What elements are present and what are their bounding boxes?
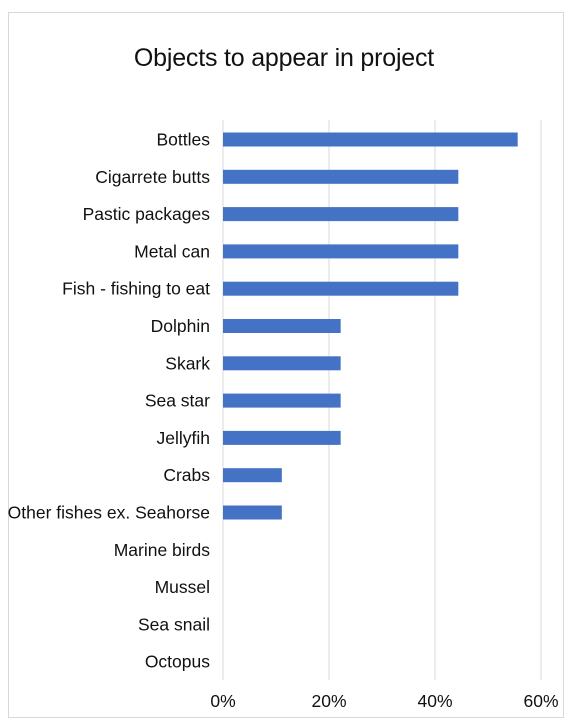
category-labels: Bottles Cigarrete butts Pastic packages Met… <box>8 130 211 672</box>
bar <box>223 430 341 445</box>
x-tick-labels: 0% 20% 40% 60% <box>210 691 558 711</box>
category-label: Cigarrete butts <box>95 167 210 187</box>
category-label: Bottles <box>157 130 211 150</box>
category-label: Sea snail <box>138 614 210 634</box>
bar <box>223 356 341 371</box>
category-label: Octopus <box>145 652 210 672</box>
bar <box>223 244 459 259</box>
x-tick-label: 40% <box>417 691 452 711</box>
category-label: Fish - fishing to eat <box>62 279 210 299</box>
bar <box>223 319 341 333</box>
category-label: Marine birds <box>114 540 211 560</box>
bar <box>223 169 459 184</box>
category-label: Other fishes ex. Seahorse <box>8 503 210 523</box>
x-tick-label: 60% <box>523 691 558 711</box>
bar <box>223 281 459 296</box>
category-label: Crabs <box>163 465 210 485</box>
category-label: Dolphin <box>151 316 210 336</box>
bar <box>223 505 282 520</box>
category-label: Metal can <box>134 241 210 261</box>
chart-title: Objects to appear in project <box>133 44 435 72</box>
bar <box>223 468 282 483</box>
category-label: Sea star <box>145 391 210 411</box>
category-label: Mussel <box>155 577 210 597</box>
bar <box>223 207 459 222</box>
bars <box>223 132 518 520</box>
bar <box>223 132 518 147</box>
category-label: Pastic packages <box>83 204 211 224</box>
category-label: Jellyfih <box>157 428 211 448</box>
x-tick-label: 20% <box>311 691 346 711</box>
category-label: Skark <box>165 353 210 373</box>
bar <box>223 393 341 408</box>
x-tick-label: 0% <box>210 691 235 711</box>
